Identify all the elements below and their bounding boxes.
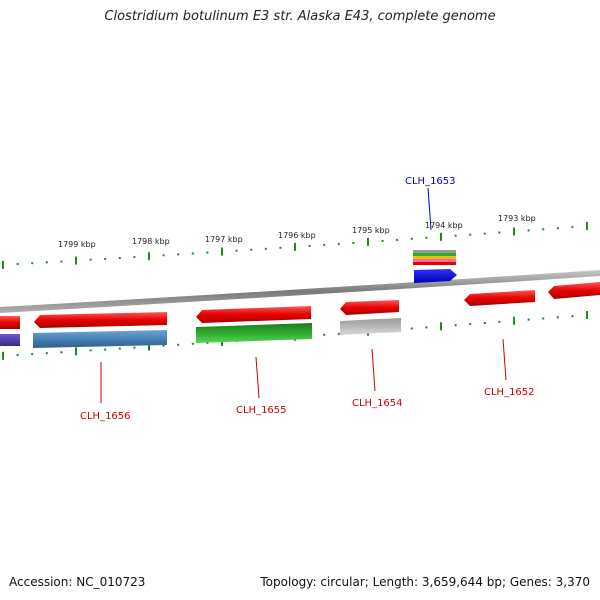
scale-label-1794: 1794 kbp [425,221,463,230]
scale-label-1796: 1796 kbp [278,231,316,240]
scale-label-1793: 1793 kbp [498,214,536,223]
scale-ticks-upper [2,222,588,269]
gene-arrow-clh-1652[interactable] [464,290,535,306]
scale-label-1797: 1797 kbp [205,235,243,244]
gene-features [0,250,600,348]
gene-label-clh-1656[interactable]: CLH_1656 [80,411,131,422]
gene-arrow-clh-1653[interactable] [414,269,457,283]
gene-track-clh-1654[interactable] [340,318,401,335]
gene-label-clh-1653[interactable]: CLH_1653 [405,176,456,187]
gene-arrow-clh-1656[interactable] [34,312,167,328]
gene-leader-lines [100,187,507,403]
gene-arrow-clh-1655[interactable] [196,306,311,323]
gene-track-clh-1655[interactable] [196,323,312,343]
leader-clh-1655 [255,356,260,399]
gene-arrow-partial-right[interactable] [548,282,600,299]
scale-label-1795: 1795 kbp [352,226,390,235]
leader-clh-1653 [427,187,432,231]
gene-arrow-clh-1654[interactable] [340,300,399,315]
map-title: Clostridium botulinum E3 str. Alaska E43… [104,9,496,24]
gene-track-partial-left[interactable] [0,334,20,346]
gene-label-clh-1652[interactable]: CLH_1652 [484,387,535,398]
leader-clh-1652 [502,338,507,381]
genome-summary-text: Topology: circular; Length: 3,659,644 bp… [260,575,590,589]
gene-label-clh-1654[interactable]: CLH_1654 [352,398,403,409]
gene-track-clh-1656[interactable] [33,330,167,348]
scale-label-1799: 1799 kbp [58,240,96,249]
gene-label-clh-1655[interactable]: CLH_1655 [236,405,287,416]
scale-label-1798: 1798 kbp [132,237,170,246]
accession-text: Accession: NC_010723 [9,575,146,589]
gene-stack-clh-1653 [413,250,456,265]
gene-arrow-partial-left[interactable] [0,316,20,329]
leader-clh-1654 [371,348,376,392]
